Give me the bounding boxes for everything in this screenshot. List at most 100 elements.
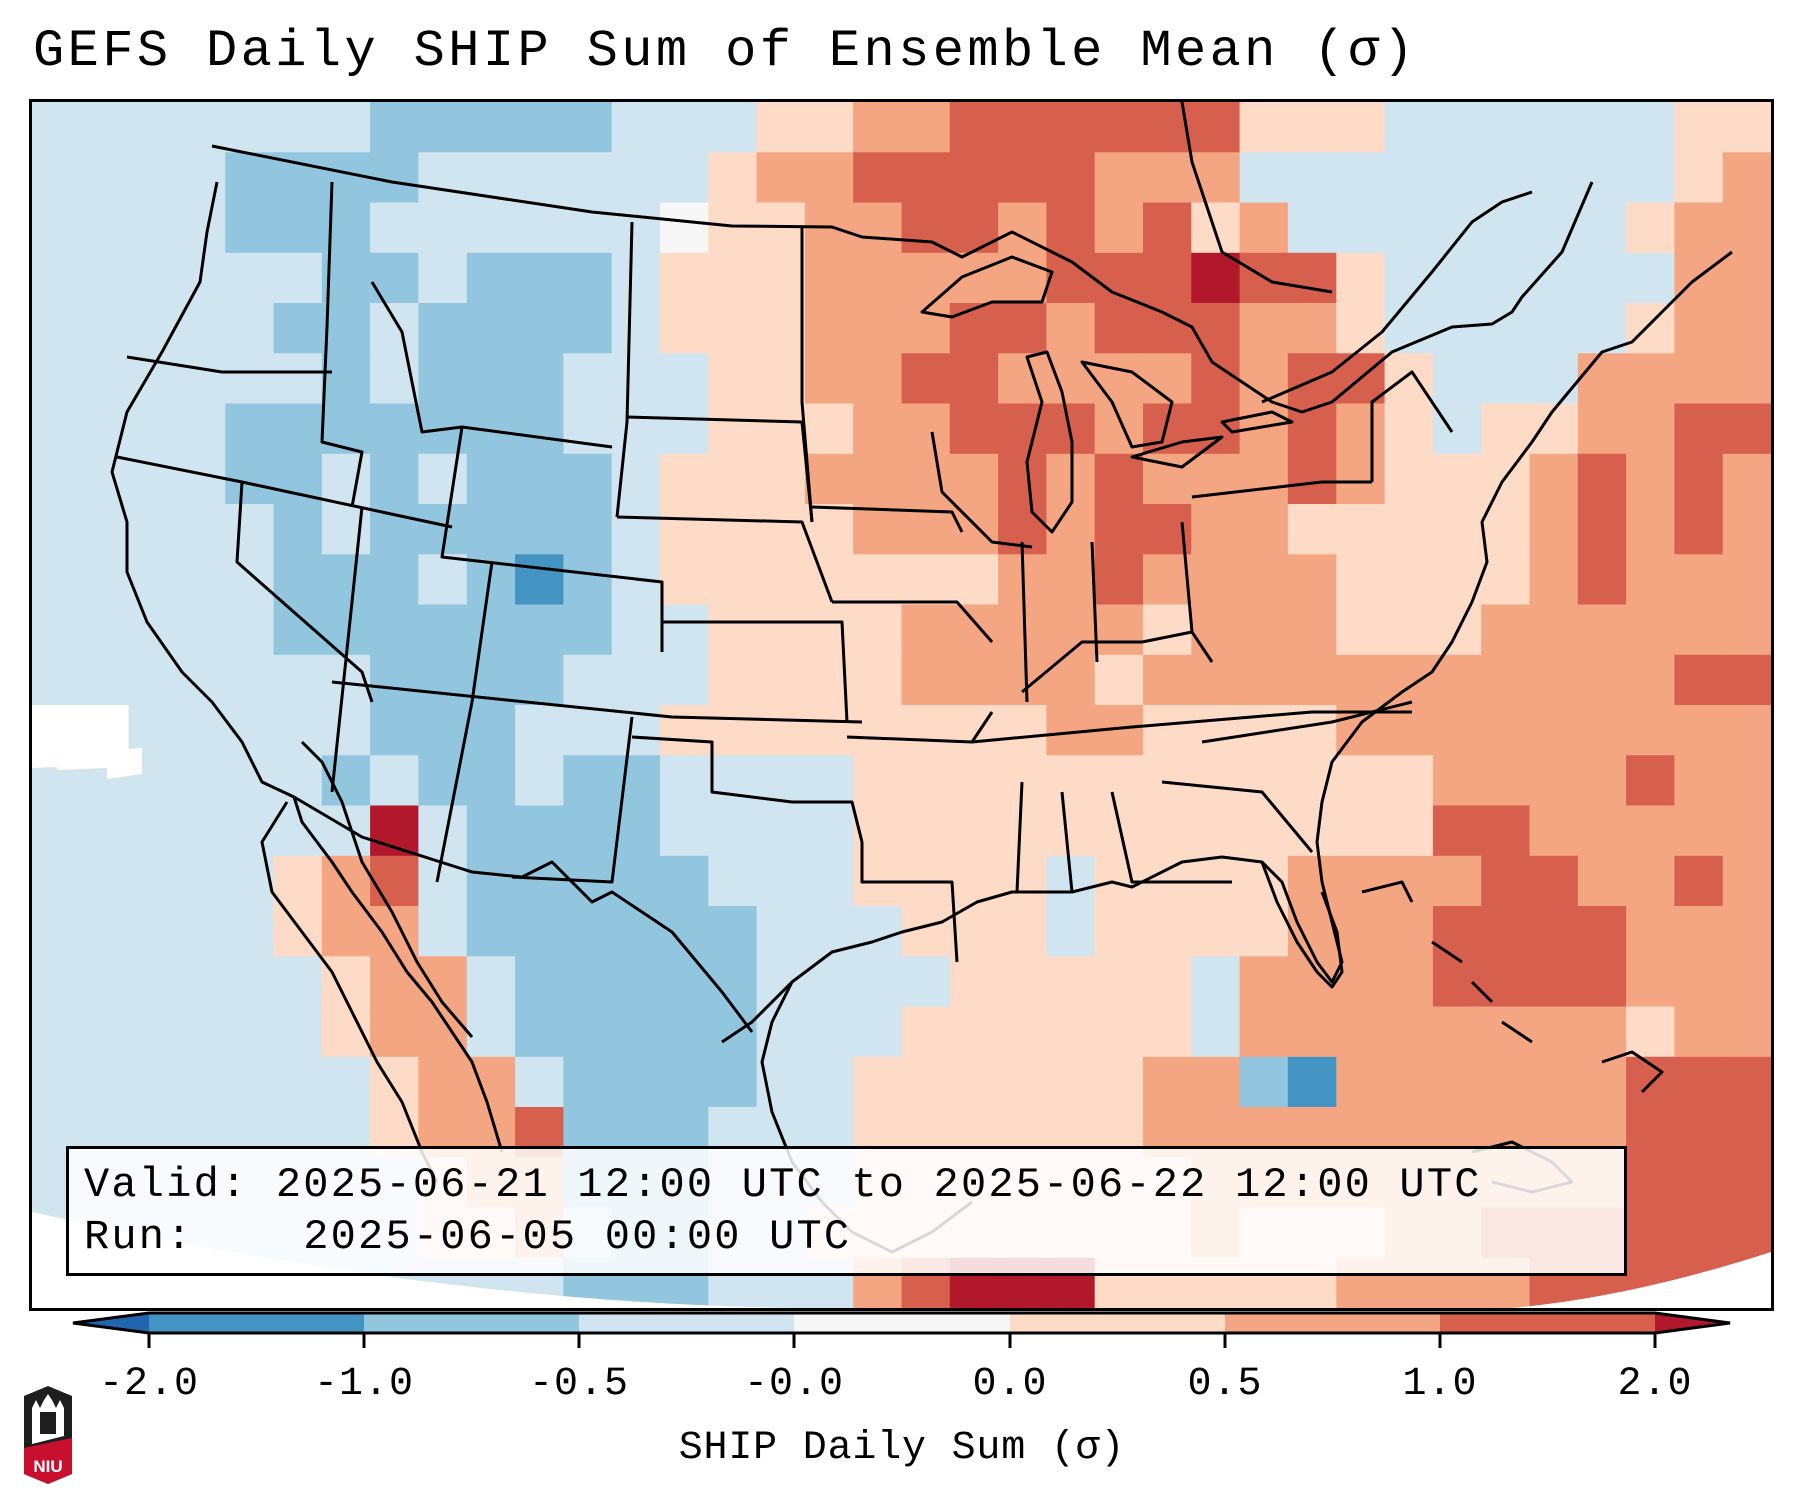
field-cell	[176, 102, 226, 153]
field-cell	[1722, 252, 1771, 304]
state-border-va-nc	[1201, 700, 1413, 744]
field-cell	[1191, 252, 1241, 304]
valid-run-info-box: Valid: 2025-06-21 12:00 UTC to 2025-06-2…	[66, 1146, 1627, 1276]
field-cell	[1046, 1006, 1096, 1058]
field-cell	[128, 403, 178, 455]
field-cell	[563, 102, 613, 153]
field-cell	[1143, 956, 1192, 1008]
field-cell	[708, 453, 758, 505]
field-cell	[756, 353, 806, 405]
field-cell	[418, 956, 468, 1008]
valid-value: 2025-06-21 12:00 UTC to 2025-06-22 12:00…	[275, 1161, 1482, 1209]
field-cell	[563, 906, 613, 957]
field-cell	[370, 102, 419, 153]
field-cell	[1481, 554, 1531, 606]
field-cell	[949, 152, 999, 204]
field-cell	[466, 252, 516, 304]
field-cell	[998, 303, 1047, 354]
field-cell	[1384, 102, 1434, 153]
field-cell	[1094, 303, 1144, 354]
field-cell	[1287, 1006, 1337, 1058]
field-cell	[418, 252, 468, 304]
field-cell	[1191, 202, 1241, 254]
field-cell	[370, 654, 419, 706]
field-cell	[273, 1006, 323, 1058]
field-cell	[32, 805, 81, 857]
field-cell	[853, 453, 903, 505]
field-cell	[273, 705, 323, 756]
field-cell	[1481, 102, 1531, 153]
field-cell	[756, 403, 806, 455]
run-label: Run:	[84, 1213, 194, 1261]
field-cell	[225, 1006, 275, 1058]
field-cell	[708, 504, 758, 555]
field-cell	[1239, 956, 1289, 1008]
field-cell	[176, 202, 226, 254]
state-border-sd-ne	[616, 515, 834, 603]
field-cell	[225, 906, 275, 957]
field-cell	[1046, 554, 1096, 606]
field-cell	[225, 1056, 275, 1108]
field-cell	[1336, 654, 1386, 706]
field-cell	[1529, 554, 1579, 606]
field-cell	[1722, 453, 1771, 505]
field-cell	[708, 554, 758, 606]
field-cell	[1529, 353, 1579, 405]
field-cell	[1191, 403, 1241, 455]
field-cell	[1046, 906, 1096, 957]
colorbar-bin	[1010, 1313, 1225, 1333]
state-border-ms-al	[1015, 781, 1074, 894]
field-cell	[1722, 353, 1771, 405]
field-cell	[1239, 554, 1289, 606]
field-cell	[1722, 1157, 1771, 1209]
map-canvas	[32, 102, 1771, 1308]
field-cell	[1577, 202, 1627, 254]
field-cell	[1287, 102, 1337, 153]
field-cell	[853, 252, 903, 304]
missing-data-patch	[32, 714, 142, 779]
field-cell	[1529, 906, 1579, 957]
field-cell	[1432, 303, 1482, 354]
field-cell	[804, 152, 854, 204]
field-cell	[418, 1006, 468, 1058]
field-cell	[1529, 855, 1579, 907]
field-cell	[949, 755, 999, 807]
field-cell	[708, 1056, 758, 1108]
field-cell	[1577, 1006, 1627, 1058]
field-cell	[32, 1006, 81, 1058]
field-cell	[225, 252, 275, 304]
field-cell	[1626, 202, 1675, 254]
field-cell	[1191, 755, 1241, 807]
field-cell	[225, 956, 275, 1008]
field-cell	[1626, 303, 1675, 354]
field-cell	[1577, 705, 1627, 756]
field-cell	[1674, 554, 1724, 606]
field-cell	[1239, 1006, 1289, 1058]
projection-edge-bottom	[32, 1212, 792, 1308]
state-border-id-west	[320, 181, 364, 508]
field-cell	[1481, 755, 1531, 807]
colorbar-bin	[364, 1313, 579, 1333]
field-cell	[466, 303, 516, 354]
field-cell	[1529, 303, 1579, 354]
field-cell	[1287, 453, 1337, 505]
field-cell	[1626, 102, 1675, 153]
field-cell	[176, 453, 226, 505]
state-border-ne-ks	[662, 620, 849, 723]
field-cell	[1577, 805, 1627, 857]
field-cell	[853, 554, 903, 606]
field-cell	[563, 705, 613, 756]
field-cell	[1384, 504, 1434, 555]
field-cell	[1143, 705, 1192, 756]
field-cell	[998, 705, 1047, 756]
field-cell	[1722, 152, 1771, 204]
field-cell	[563, 252, 613, 304]
field-cell	[321, 403, 371, 455]
colorbar-bin	[1655, 1313, 1730, 1333]
field-cell	[1046, 102, 1096, 153]
field-cell	[1626, 353, 1675, 405]
tick-label: 1.0	[1402, 1362, 1478, 1407]
field-cell	[1143, 654, 1192, 706]
field-cell	[1336, 855, 1386, 907]
field-cell	[1287, 654, 1337, 706]
